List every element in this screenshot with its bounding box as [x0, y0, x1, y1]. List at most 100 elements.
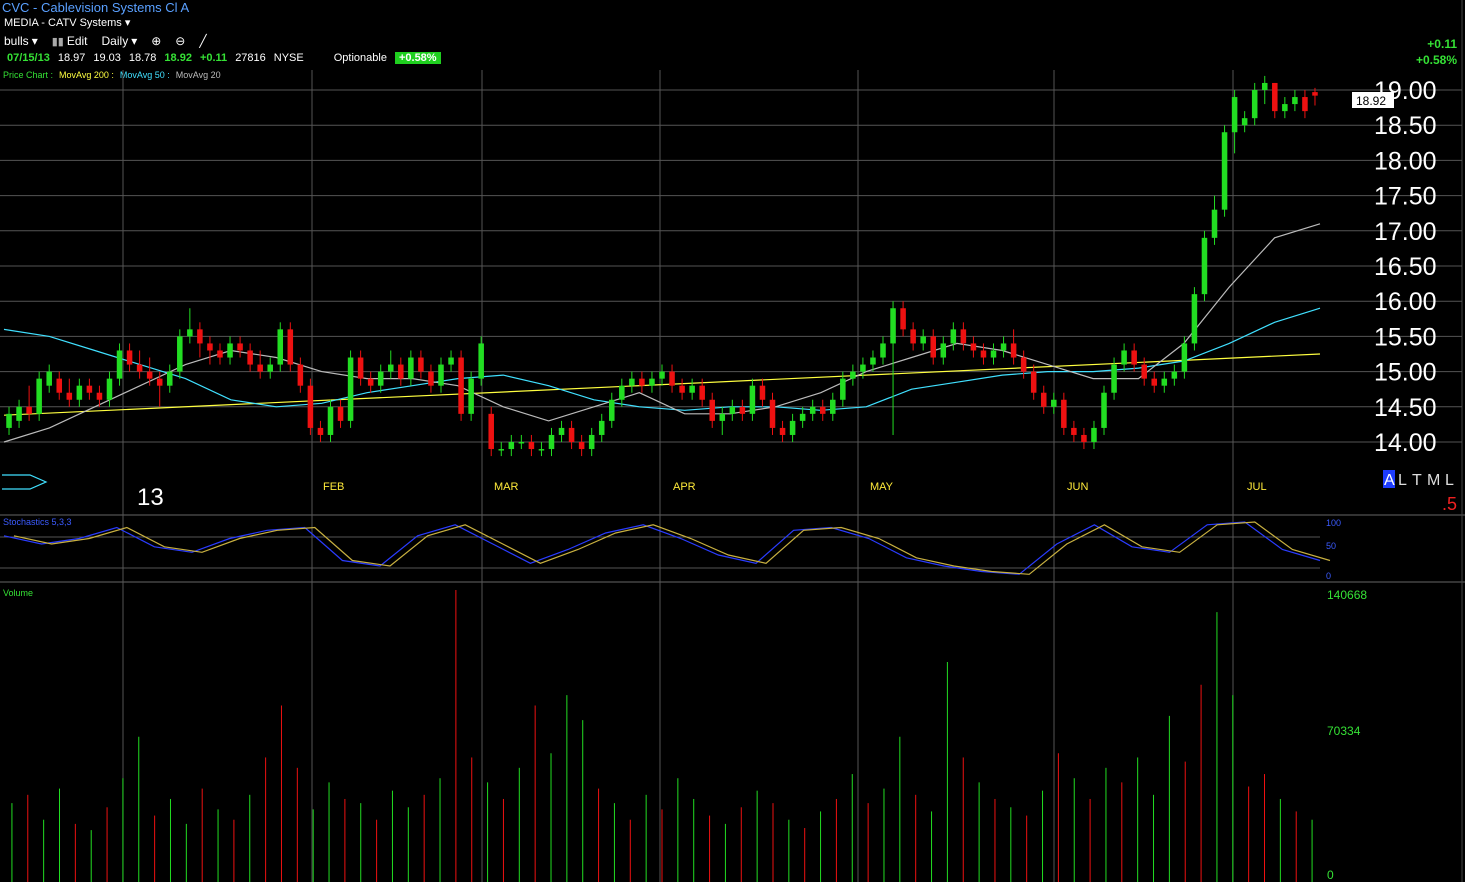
watchlist-label: bulls — [4, 34, 29, 48]
candle-body — [1261, 82, 1268, 90]
candle-body — [488, 413, 494, 450]
scale-toggle-l[interactable]: L — [1398, 472, 1407, 489]
candle-body — [16, 406, 22, 421]
candle-body — [136, 364, 143, 372]
pct-change-badge: +0.58% — [394, 52, 441, 64]
candle-body — [1272, 82, 1278, 112]
candle-body — [166, 371, 173, 386]
stoch-tick-100: 100 — [1326, 518, 1341, 528]
scale-toggle-m[interactable]: M — [1427, 472, 1440, 489]
volume-tick-zero: 0 — [1327, 868, 1334, 882]
candle-body — [940, 343, 947, 358]
quote-low: 18.78 — [128, 52, 157, 64]
candle-body — [568, 427, 575, 442]
scale-toggle-t[interactable]: T — [1412, 472, 1422, 489]
candle-body — [699, 385, 705, 400]
month-tick-label: MAY — [870, 481, 894, 493]
price-tick-label: 17.00 — [1374, 218, 1437, 246]
candle-body — [598, 420, 605, 435]
watchlist-dropdown[interactable]: bulls ▾ — [4, 34, 38, 48]
candle-body — [588, 434, 595, 450]
candle-body — [408, 357, 414, 379]
candle-body — [548, 434, 555, 450]
candle-body — [1231, 97, 1238, 133]
legend-price: Price Chart : — [3, 70, 54, 80]
candle-body — [418, 357, 424, 372]
candle-body — [799, 413, 806, 421]
candle-body — [357, 357, 364, 379]
stoch-d-line — [13, 521, 1331, 575]
candle-body — [558, 427, 565, 435]
month-tick-label: FEB — [323, 481, 344, 493]
candle-body — [1241, 118, 1248, 126]
candle-body — [46, 371, 52, 386]
candle-body — [428, 371, 434, 386]
volume-label: Volume — [3, 588, 33, 598]
candle-body — [789, 420, 796, 435]
quote-date: 07/15/13 — [7, 52, 50, 64]
legend-ma20: MovAvg 20 — [175, 70, 221, 80]
candle-body — [1040, 392, 1047, 407]
candle-body — [1171, 371, 1178, 379]
zoom-out-icon[interactable]: ⊖ — [175, 34, 186, 48]
candle-body — [819, 406, 826, 414]
candle-body — [950, 329, 957, 344]
scale-toggle-active — [1383, 470, 1395, 488]
candle-body — [619, 385, 625, 400]
candle-body — [930, 336, 936, 358]
candle-body — [277, 329, 284, 365]
candle-body — [217, 350, 223, 358]
price-flag: 18.92 — [1356, 94, 1386, 108]
candle-body — [1111, 364, 1117, 393]
price-tick-label: 15.50 — [1374, 323, 1437, 351]
candle-body — [76, 385, 83, 400]
candle-body — [146, 371, 153, 379]
candle-body — [307, 385, 314, 428]
candle-body — [749, 385, 756, 414]
candle-body — [1010, 343, 1017, 358]
ma20-line — [3, 223, 1321, 443]
scale-toggle-a[interactable]: A — [1384, 472, 1395, 489]
draw-line-icon[interactable]: ╱ — [199, 34, 207, 48]
scale-toggle-l2[interactable]: L — [1445, 472, 1454, 489]
edit-button[interactable]: ▮▮ Edit — [52, 34, 88, 48]
candle-body — [398, 364, 404, 379]
candle-body — [1131, 350, 1137, 365]
candle-body — [458, 357, 464, 414]
candle-body — [227, 343, 233, 358]
candle-body — [26, 406, 32, 414]
candle-body — [639, 378, 645, 386]
candle-body — [769, 399, 776, 428]
candle-body — [116, 350, 123, 379]
candle-body — [1302, 97, 1308, 112]
chevron-down-icon: ▾ — [31, 34, 38, 48]
candle-body — [187, 329, 193, 337]
scroll-left-icon[interactable] — [2, 474, 48, 490]
candle-body — [779, 427, 786, 435]
stoch-tick-50: 50 — [1326, 541, 1336, 551]
candle-body — [900, 308, 906, 330]
candle-body — [317, 427, 324, 435]
bar-chart-icon: ▮▮ — [51, 35, 64, 48]
candle-body — [840, 378, 846, 400]
candle-body — [980, 350, 987, 358]
period-dropdown[interactable]: Daily ▾ — [102, 34, 138, 48]
quote-exchange: NYSE — [273, 52, 304, 64]
candle-body — [709, 399, 715, 421]
chevron-down-icon: ▾ — [124, 17, 131, 29]
legend-ma50: MovAvg 50 : — [119, 70, 170, 80]
candle-body — [347, 357, 354, 421]
industry-selector[interactable]: MEDIA - CATV Systems ▾ — [4, 16, 130, 29]
candle-body — [197, 329, 203, 344]
zoom-in-icon[interactable]: ⊕ — [151, 34, 162, 48]
candle-body — [1282, 104, 1288, 112]
price-flag-box — [1352, 92, 1394, 108]
chart-toolbar: bulls ▾ ▮▮ Edit Daily ▾ ⊕ ⊖ ╱ — [4, 34, 207, 48]
candle-body — [86, 385, 93, 393]
candle-body — [247, 350, 253, 365]
candle-body — [36, 378, 42, 414]
price-tick-label: 15.00 — [1374, 359, 1437, 387]
security-title: CVC - Cablevision Systems Cl A — [2, 0, 190, 15]
candle-body — [327, 406, 334, 435]
